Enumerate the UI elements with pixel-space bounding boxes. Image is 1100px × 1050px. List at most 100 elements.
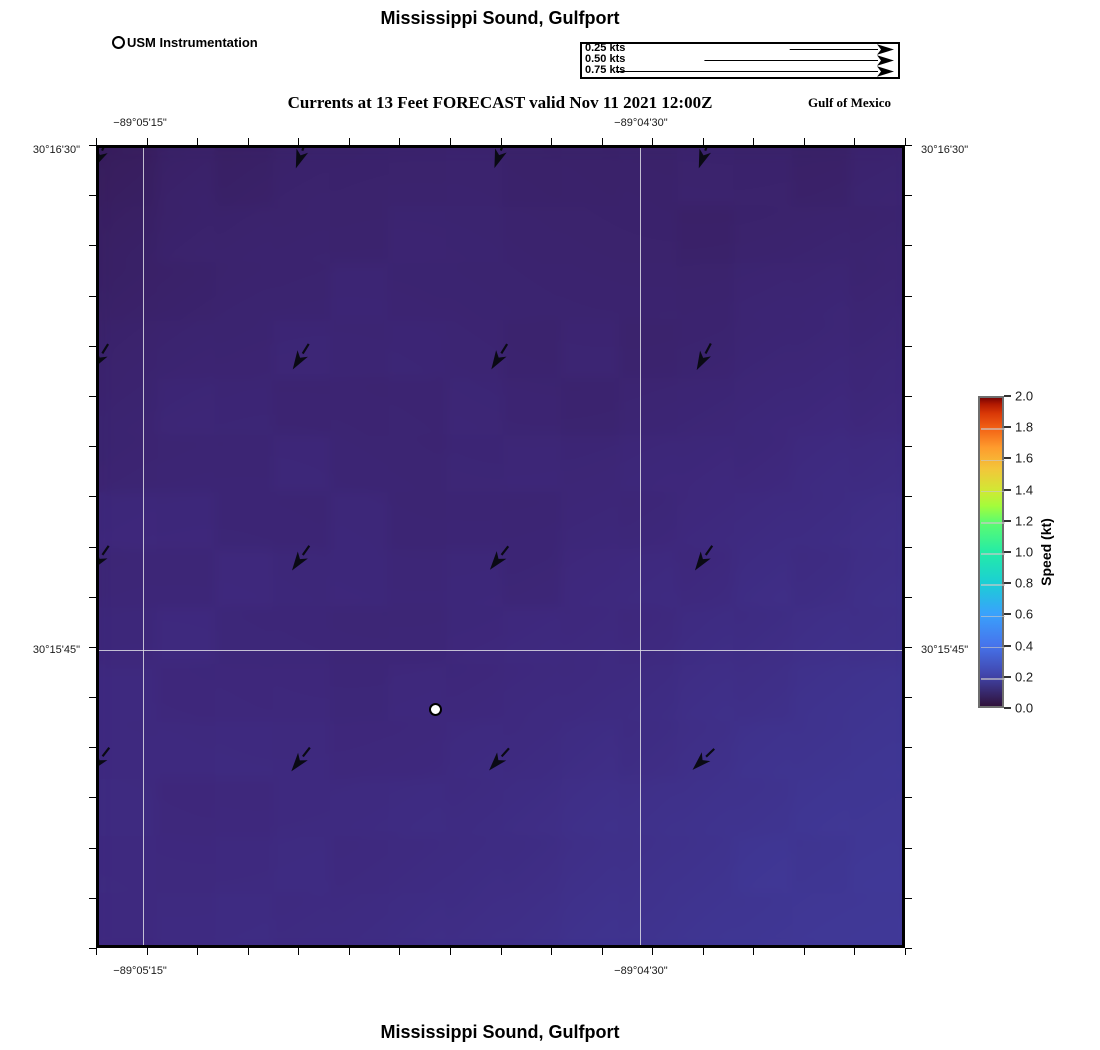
map-plot-area[interactable] [96, 145, 905, 948]
colorbar-tick-label: 0.2 [1015, 669, 1034, 685]
vector-key-row: 0.25 kts [582, 42, 898, 55]
axis-tick-top [652, 138, 654, 145]
colorbar-tick [1004, 519, 1011, 522]
colorbar-tick-label: 1.0 [1015, 544, 1034, 560]
colorbar-inner-tick [981, 615, 1005, 618]
colorbar-tick-label: 2.0 [1015, 388, 1034, 404]
colorbar-title: Speed (kt) [1038, 518, 1054, 586]
axis-tick-left [89, 646, 96, 648]
axis-tick-right [905, 697, 912, 699]
axis-tick-left [89, 747, 96, 749]
colorbar-tick-label: 1.2 [1015, 513, 1034, 529]
colorbar-tick [1004, 644, 1011, 647]
current-vector-arrow-icon [698, 148, 712, 169]
axis-tick-top [298, 138, 300, 145]
axis-tick-left [89, 697, 96, 699]
y-axis-label-left: 30°15'45" [32, 644, 80, 657]
colorbar-inner-tick [981, 553, 1005, 555]
colorbar-tick [1004, 395, 1011, 397]
vector-key-row: 0.75 kts [582, 64, 898, 77]
current-vector-arrow-icon [292, 343, 310, 370]
axis-tick-bottom [298, 948, 300, 955]
current-vector-arrow-icon [99, 148, 108, 163]
axis-tick-right [905, 496, 912, 498]
axis-tick-bottom [348, 948, 350, 955]
x-axis-label-bottom: −89°04'30" [614, 965, 668, 977]
axis-tick-left [89, 295, 96, 297]
x-axis-label-top: −89°04'30" [614, 117, 668, 129]
axis-tick-left [89, 145, 96, 146]
region-label: Gulf of Mexico [808, 95, 892, 110]
colorbar-tick-label: 0.6 [1015, 606, 1034, 622]
axis-tick-bottom [702, 948, 704, 955]
colorbar-inner-tick [981, 428, 1005, 430]
axis-tick-top [702, 138, 704, 145]
axis-tick-left [89, 245, 96, 247]
colorbar-gradient [978, 396, 1005, 708]
vector-key-label: 0.25 kts [585, 42, 626, 54]
axis-tick-bottom [803, 948, 805, 955]
current-vector-arrow-icon [291, 545, 311, 571]
axis-tick-left [89, 596, 96, 598]
forecast-subtitle: Currents at 13 Feet FORECAST valid Nov 1… [287, 93, 713, 112]
axis-tick-right [905, 596, 912, 598]
axis-tick-top [905, 138, 906, 145]
axis-tick-top [854, 138, 856, 145]
axis-tick-bottom [96, 948, 97, 955]
current-vector-layer [99, 148, 715, 772]
colorbar-inner-tick [981, 459, 1005, 462]
axis-tick-bottom [905, 948, 906, 955]
colorbar-inner-tick [981, 678, 1005, 680]
axis-tick-top [197, 138, 199, 145]
axis-tick-top [96, 138, 97, 145]
current-vector-arrow-icon [99, 545, 110, 565]
usm-instrumentation-legend: USM Instrumentation [112, 36, 258, 49]
axis-tick-left [89, 797, 96, 799]
current-vector-arrow-icon [494, 148, 507, 169]
axis-tick-left [89, 446, 96, 448]
axis-tick-bottom [146, 948, 148, 955]
axis-tick-right [905, 797, 912, 799]
axis-tick-right [905, 345, 912, 347]
y-axis-label-left: 30°16'30" [32, 144, 80, 157]
current-vector-arrow-icon [99, 747, 111, 766]
colorbar-tick [1004, 582, 1011, 585]
speed-colorbar: 0.0 0.2 0.4 0.6 0.8 1.0 1.2 1.4 1.6 1.8 2.0 [978, 389, 1033, 716]
current-vector-arrow-icon [491, 343, 509, 370]
axis-tick-right [905, 195, 912, 197]
colorbar-inner-tick [981, 584, 1005, 586]
current-vector-arrow-icon [489, 747, 510, 771]
current-vector-arrow-icon [696, 342, 712, 371]
colorbar-inner-tick [981, 490, 1005, 493]
axis-tick-bottom [500, 948, 502, 955]
axis-tick-bottom [854, 948, 856, 955]
footer-title: Mississippi Sound, Gulfport [380, 1022, 620, 1042]
station-marker[interactable] [429, 702, 443, 716]
axis-tick-right [905, 245, 912, 247]
axis-tick-bottom [652, 948, 654, 955]
axis-tick-bottom [601, 948, 603, 955]
axis-tick-right [905, 847, 912, 849]
axis-tick-left [89, 948, 96, 949]
axis-tick-bottom [247, 948, 249, 955]
x-axis-label-top: −89°05'15" [113, 117, 167, 129]
axis-tick-top [601, 138, 603, 145]
axis-tick-left [89, 546, 96, 548]
colorbar-inner-tick [981, 646, 1005, 649]
vector-key-label: 0.50 kts [585, 53, 626, 65]
colorbar-tick-label: 0.4 [1015, 638, 1034, 654]
vector-key-arrow-icon [704, 55, 894, 66]
current-vector-arrow-icon [99, 343, 110, 364]
vector-key-row: 0.50 kts [582, 53, 898, 66]
axis-tick-left [89, 345, 96, 347]
gridline-vertical [639, 148, 642, 945]
current-vector-arrow-icon [295, 148, 309, 169]
colorbar-tick [1004, 457, 1011, 460]
axis-tick-left [89, 395, 96, 397]
colorbar-tick [1004, 675, 1011, 678]
gridline-vertical [142, 148, 145, 945]
colorbar-tick [1004, 426, 1011, 429]
axis-tick-bottom [399, 948, 401, 955]
colorbar-tick-label: 0.8 [1015, 575, 1034, 591]
vector-key-label: 0.75 kts [585, 64, 626, 76]
